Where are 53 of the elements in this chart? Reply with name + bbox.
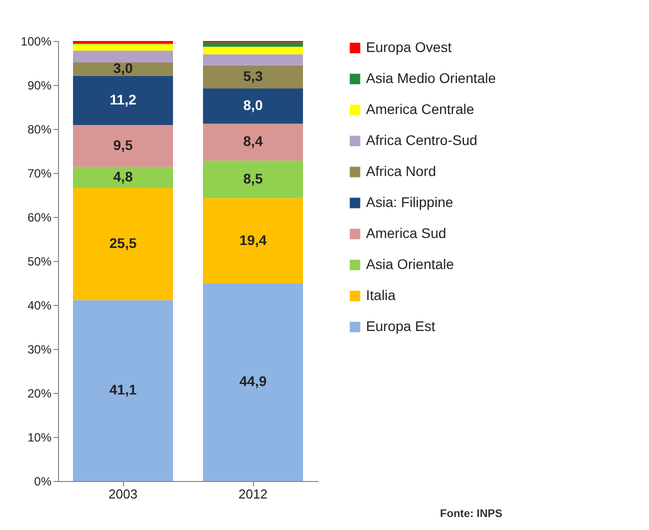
data-label: 4,8 <box>113 168 133 184</box>
y-tick-label: 100% <box>20 34 52 48</box>
data-label: 8,0 <box>243 97 263 114</box>
data-label: 41,1 <box>109 382 137 398</box>
y-tick-label: 50% <box>27 254 52 268</box>
bar <box>73 50 173 63</box>
x-tick-label: 2003 <box>108 486 138 502</box>
bar <box>73 188 173 300</box>
legend-label: America Sud <box>366 225 446 241</box>
y-tick-label: 0% <box>34 474 52 488</box>
legend-label: America Centrale <box>366 101 474 117</box>
bar <box>73 166 173 188</box>
legend-label: Asia Medio Orientale <box>366 70 496 86</box>
bar <box>203 160 303 198</box>
y-tick-label: 40% <box>27 298 52 312</box>
bar <box>73 125 173 167</box>
data-label: 5,3 <box>243 68 263 84</box>
bar <box>203 54 303 66</box>
bar <box>203 198 303 284</box>
y-tick-label: 20% <box>27 386 52 400</box>
legend-label: Africa Nord <box>366 163 436 179</box>
bar <box>203 42 303 47</box>
y-tick-label: 80% <box>27 122 52 136</box>
bar <box>73 62 173 76</box>
y-tick-label: 30% <box>27 342 52 356</box>
bar <box>73 76 173 126</box>
data-label: 9,5 <box>113 136 133 153</box>
legend-label: Italia <box>366 287 396 303</box>
data-label: 25,5 <box>109 235 137 252</box>
bar <box>203 88 303 124</box>
legend-label: Europa Est <box>366 318 436 334</box>
y-tick-label: 90% <box>27 78 52 92</box>
data-label: 19,4 <box>239 232 267 248</box>
bar <box>73 44 173 51</box>
bar <box>73 300 173 481</box>
x-tick-label: 2012 <box>238 486 268 502</box>
y-tick-label: 10% <box>27 430 52 444</box>
y-tick-label: 70% <box>27 166 52 180</box>
data-label: 8,4 <box>243 133 263 150</box>
legend-label: Asia Orientale <box>366 256 454 272</box>
source-note: Fonte: INPS <box>440 508 502 520</box>
legend-label: Africa Centro-Sud <box>366 132 478 148</box>
legend-label: Asia: Filippine <box>366 194 454 210</box>
data-label: 8,5 <box>243 170 263 186</box>
data-label: 11,2 <box>110 91 136 108</box>
bar <box>203 124 303 161</box>
y-tick-label: 60% <box>27 210 52 224</box>
legend-label: Europa Ovest <box>366 39 452 55</box>
bar <box>203 283 303 481</box>
bar <box>203 46 303 54</box>
data-label: 3,0 <box>113 60 133 76</box>
data-label: 44,9 <box>239 373 267 390</box>
bar <box>203 65 303 89</box>
